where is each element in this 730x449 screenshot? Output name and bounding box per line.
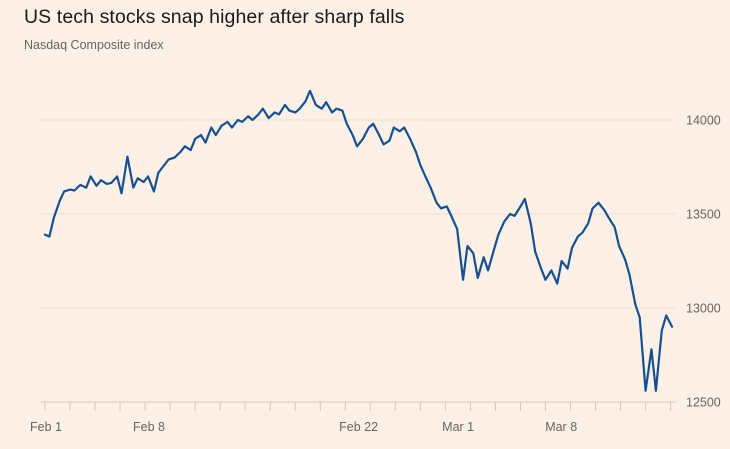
x-axis-label: Mar 8 xyxy=(545,420,577,434)
x-axis-label: Feb 22 xyxy=(339,420,378,434)
y-axis-label: 12500 xyxy=(686,396,721,410)
x-axis-label: Feb 8 xyxy=(133,420,165,434)
chart-title: US tech stocks snap higher after sharp f… xyxy=(24,6,405,28)
y-axis-label: 14000 xyxy=(686,114,721,128)
x-axis-labels-group: Feb 1 Feb 8 Feb 22 Mar 1 Mar 8 xyxy=(30,420,577,434)
x-axis-label: Mar 1 xyxy=(442,420,474,434)
x-axis-label: Feb 1 xyxy=(30,420,62,434)
y-axis-label: 13000 xyxy=(686,302,721,316)
y-axis-label: 13500 xyxy=(686,208,721,222)
gridlines-group xyxy=(41,119,676,403)
series-line-nasdaq-composite xyxy=(43,89,674,392)
data-series-group xyxy=(43,89,674,392)
y-axis-labels-group: 12500 13000 13500 14000 xyxy=(686,114,721,410)
chart-subtitle: Nasdaq Composite index xyxy=(24,38,164,52)
x-axis-ticks-group xyxy=(44,402,672,411)
